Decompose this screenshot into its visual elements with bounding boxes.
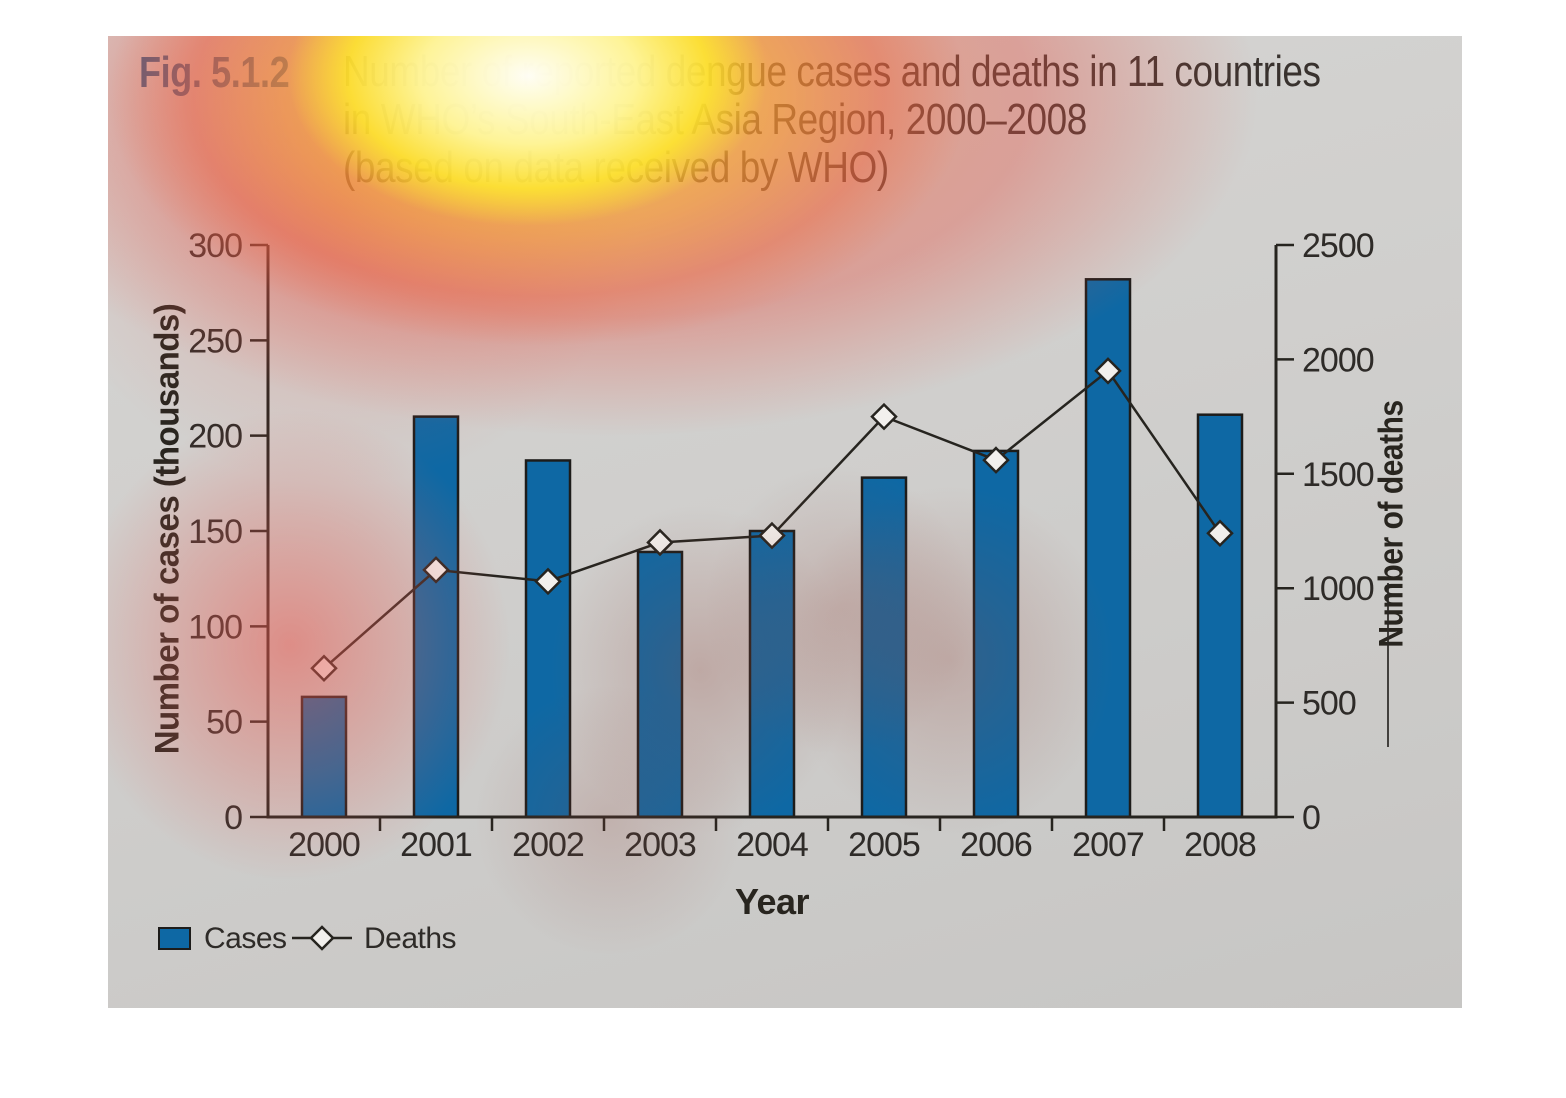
x-axis-year-label: 2001 <box>400 826 472 864</box>
cases-bar-2008 <box>1196 413 1244 819</box>
left-axis-tick-label: 250 <box>188 322 242 360</box>
right-axis-tick-label: 2000 <box>1302 341 1374 379</box>
x-axis-year-label: 2003 <box>624 826 696 864</box>
left-axis-tick-label: 200 <box>188 418 242 456</box>
cases-legend-label: Cases <box>204 922 287 955</box>
cases-legend-swatch <box>158 927 191 950</box>
x-axis-year-label: 2008 <box>1184 826 1256 864</box>
left-axis-tick-label: 100 <box>188 608 242 646</box>
cases-bar-2000 <box>300 695 348 819</box>
x-axis-year-label: 2004 <box>736 826 808 864</box>
right-axis-tick-label: 1000 <box>1302 570 1374 608</box>
cases-bar-2006 <box>972 449 1020 819</box>
right-axis-tick-label: 2500 <box>1302 227 1374 265</box>
cases-bar-2004 <box>748 529 796 819</box>
x-axis-year-label: 2007 <box>1072 826 1144 864</box>
x-axis-year-label: 2002 <box>512 826 584 864</box>
right-axis-tick-label: 0 <box>1302 799 1320 837</box>
scan-artifact-line <box>1387 583 1389 747</box>
cases-bar-2002 <box>524 459 572 819</box>
cases-bar-2003 <box>636 550 684 819</box>
x-axis-year-label: 2006 <box>960 826 1032 864</box>
left-axis-tick-label: 0 <box>224 799 242 837</box>
cases-bar-2005 <box>860 476 908 819</box>
left-axis-tick-label: 300 <box>188 227 242 265</box>
chart-plot-area: 0 50 100 150 200 250 300 0 500 1000 1500 2000 2500 20… <box>188 227 1374 864</box>
x-axis-year-label: 2005 <box>848 826 920 864</box>
deaths-legend-label: Deaths <box>364 922 457 955</box>
deaths-legend-marker-icon <box>292 925 352 951</box>
right-axis-tick-label: 500 <box>1302 685 1356 723</box>
left-axis-tick-label: 150 <box>188 513 242 551</box>
cases-bar-2001 <box>412 415 460 819</box>
figure-panel: Fig. 5.1.2 Number of reported dengue cas… <box>108 36 1462 1008</box>
right-axis-tick-label: 1500 <box>1302 456 1374 494</box>
x-axis-year-label: 2000 <box>288 826 360 864</box>
left-axis-tick-label: 50 <box>206 704 242 742</box>
